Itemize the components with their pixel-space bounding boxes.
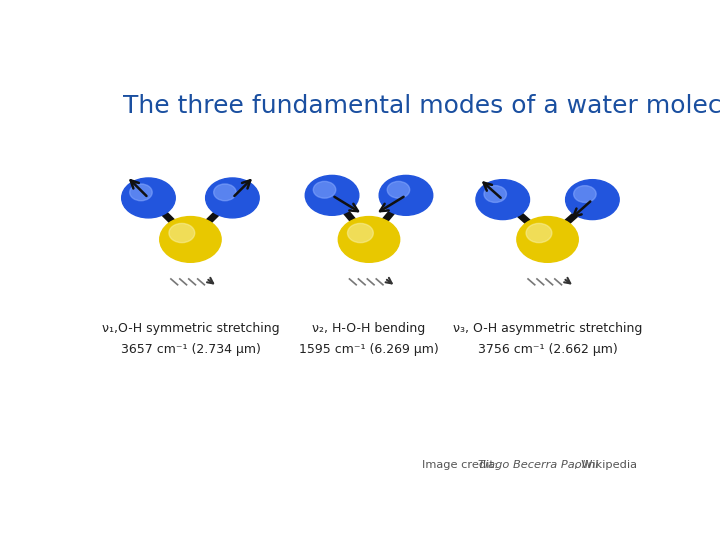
Text: ν₃, O-H asymmetric stretching: ν₃, O-H asymmetric stretching (453, 322, 642, 335)
Text: ν₂, H-O-H bending: ν₂, H-O-H bending (312, 322, 426, 335)
Circle shape (338, 217, 400, 262)
Text: 3657 cm⁻¹ (2.734 μm): 3657 cm⁻¹ (2.734 μm) (120, 343, 261, 356)
Text: 3756 cm⁻¹ (2.662 μm): 3756 cm⁻¹ (2.662 μm) (477, 343, 618, 356)
Circle shape (122, 178, 175, 218)
Circle shape (379, 176, 433, 215)
Circle shape (214, 184, 236, 201)
Text: Image credit:: Image credit: (422, 460, 501, 470)
Text: , Wikipedia: , Wikipedia (575, 460, 637, 470)
Circle shape (484, 186, 506, 202)
Circle shape (387, 181, 410, 198)
Circle shape (206, 178, 259, 218)
Circle shape (476, 180, 529, 220)
Circle shape (313, 181, 336, 198)
Circle shape (130, 184, 152, 201)
Text: The three fundamental modes of a water molecule: The three fundamental modes of a water m… (124, 94, 720, 118)
Text: ν₁,O-H symmetric stretching: ν₁,O-H symmetric stretching (102, 322, 279, 335)
Circle shape (160, 217, 221, 262)
Text: Tiago Becerra Paolini: Tiago Becerra Paolini (478, 460, 598, 470)
Circle shape (169, 224, 194, 242)
Circle shape (574, 186, 596, 202)
Circle shape (566, 180, 619, 220)
Circle shape (526, 224, 552, 242)
Circle shape (305, 176, 359, 215)
Text: 1595 cm⁻¹ (6.269 μm): 1595 cm⁻¹ (6.269 μm) (299, 343, 439, 356)
Circle shape (348, 224, 373, 242)
Circle shape (517, 217, 578, 262)
